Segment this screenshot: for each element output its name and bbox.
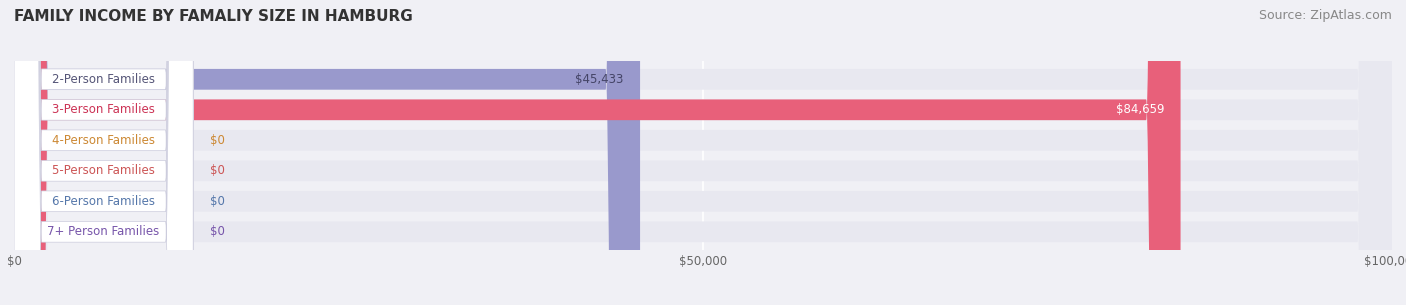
FancyBboxPatch shape [14, 0, 1392, 305]
Text: 3-Person Families: 3-Person Families [52, 103, 155, 116]
Text: FAMILY INCOME BY FAMALIY SIZE IN HAMBURG: FAMILY INCOME BY FAMALIY SIZE IN HAMBURG [14, 9, 413, 24]
Text: $45,433: $45,433 [575, 73, 623, 86]
FancyBboxPatch shape [14, 0, 1392, 305]
FancyBboxPatch shape [14, 0, 193, 305]
FancyBboxPatch shape [14, 0, 193, 305]
Text: $84,659: $84,659 [1115, 103, 1164, 116]
FancyBboxPatch shape [14, 0, 193, 305]
FancyBboxPatch shape [14, 0, 1392, 305]
Text: $0: $0 [209, 134, 225, 147]
FancyBboxPatch shape [14, 0, 1392, 305]
Text: $0: $0 [209, 164, 225, 177]
FancyBboxPatch shape [14, 0, 193, 305]
Text: Source: ZipAtlas.com: Source: ZipAtlas.com [1258, 9, 1392, 22]
FancyBboxPatch shape [14, 0, 640, 305]
Text: 4-Person Families: 4-Person Families [52, 134, 155, 147]
Text: 5-Person Families: 5-Person Families [52, 164, 155, 177]
Text: $0: $0 [209, 195, 225, 208]
Text: 6-Person Families: 6-Person Families [52, 195, 155, 208]
FancyBboxPatch shape [14, 0, 193, 305]
FancyBboxPatch shape [14, 0, 193, 305]
Text: $0: $0 [209, 225, 225, 238]
FancyBboxPatch shape [14, 0, 1181, 305]
Text: 2-Person Families: 2-Person Families [52, 73, 155, 86]
Text: 7+ Person Families: 7+ Person Families [48, 225, 160, 238]
FancyBboxPatch shape [14, 0, 1392, 305]
FancyBboxPatch shape [14, 0, 1392, 305]
